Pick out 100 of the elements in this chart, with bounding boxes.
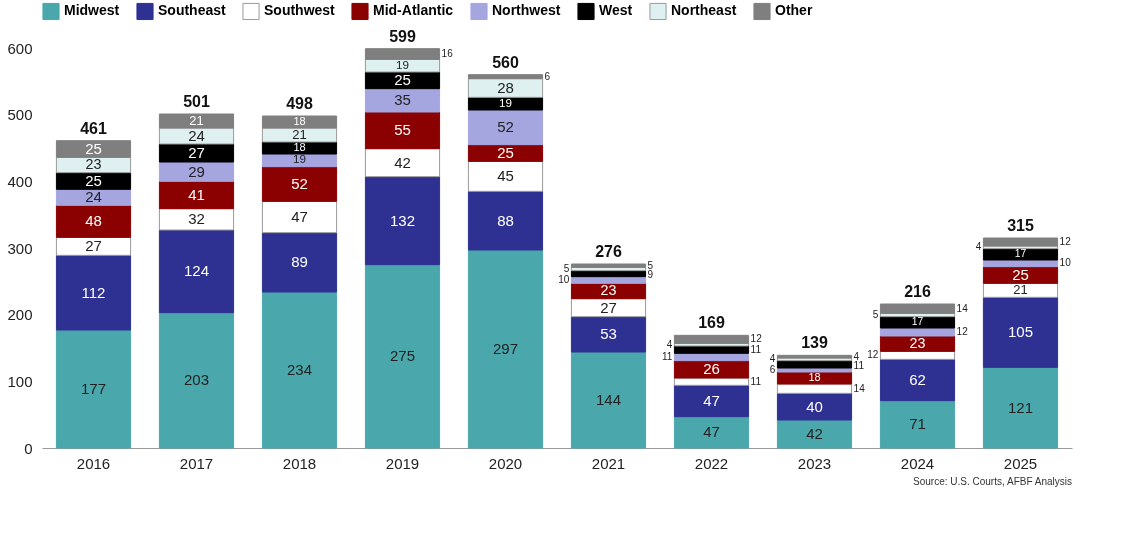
bar	[570, 351, 647, 449]
legend-label: Northwest	[492, 2, 561, 19]
bar	[467, 109, 544, 146]
data-label: 52	[497, 118, 514, 136]
total-label: 169	[698, 314, 725, 332]
y-tick-label: 0	[24, 439, 33, 457]
data-label: 71	[909, 415, 926, 433]
data-label: 121	[1007, 398, 1034, 416]
data-label: 234	[286, 361, 313, 378]
x-tick-label: 2025	[1003, 454, 1038, 472]
data-label: 55	[394, 121, 411, 139]
data-label: 12	[750, 333, 763, 345]
bar	[982, 237, 1059, 247]
data-label: 45	[497, 167, 514, 185]
data-label: 4	[975, 241, 982, 253]
source-note: Source: U.S. Courts, AFBF Analysis	[913, 476, 1072, 487]
y-tick-label: 600	[7, 39, 33, 57]
data-label: 29	[188, 162, 205, 180]
bar	[982, 248, 1059, 261]
total-label: 501	[183, 93, 210, 110]
data-label: 112	[81, 283, 106, 301]
bar	[158, 229, 235, 314]
bar	[467, 160, 544, 192]
bar	[982, 296, 1059, 368]
bar	[673, 334, 750, 344]
data-label: 105	[1007, 323, 1034, 341]
x-tick-label: 2021	[591, 454, 626, 472]
data-label: 47	[703, 392, 720, 409]
bar	[364, 88, 441, 113]
data-label: 5	[647, 259, 654, 271]
bar	[55, 204, 132, 238]
data-label: 5	[563, 263, 570, 274]
x-tick-label: 2019	[385, 454, 420, 472]
x-tick-label: 2017	[179, 454, 214, 472]
data-label: 26	[703, 360, 720, 378]
bar	[364, 148, 441, 178]
x-tick-label: 2016	[76, 454, 111, 472]
y-tick-label: 100	[7, 372, 33, 390]
data-label: 4	[769, 353, 776, 365]
bar	[879, 358, 956, 402]
bar	[776, 360, 853, 369]
data-label: 14	[853, 382, 866, 394]
data-label: 18	[808, 371, 821, 383]
data-label: 9	[647, 268, 654, 280]
data-label: 53	[600, 325, 617, 343]
y-tick-label: 300	[7, 239, 33, 257]
legend-label: Northeast	[671, 2, 737, 19]
total-label: 139	[801, 334, 828, 352]
data-label: 25	[394, 71, 411, 89]
bar	[570, 263, 647, 268]
data-label: 297	[492, 340, 519, 357]
data-label: 16	[441, 48, 454, 59]
data-label: 32	[188, 210, 205, 228]
data-label: 25	[1012, 266, 1029, 283]
legend-label: Midwest	[64, 2, 120, 19]
data-label: 144	[595, 391, 622, 408]
y-tick-label: 200	[7, 306, 33, 324]
data-label: 48	[85, 212, 102, 230]
bar	[261, 232, 338, 293]
data-label: 19	[396, 57, 409, 71]
bar	[776, 419, 853, 449]
data-label: 11	[750, 343, 762, 355]
bar	[55, 254, 132, 331]
data-label: 6	[544, 70, 551, 82]
bar	[673, 360, 750, 379]
data-label: 4	[666, 338, 673, 350]
x-tick-label: 2023	[797, 454, 832, 472]
data-label: 25	[497, 144, 514, 161]
bar	[158, 312, 235, 449]
data-label: 27	[188, 144, 205, 161]
data-label: 21	[292, 127, 307, 142]
total-label: 315	[1007, 217, 1034, 234]
bar	[467, 74, 544, 80]
data-label: 35	[394, 91, 411, 109]
data-label: 12	[867, 349, 879, 361]
bar	[261, 200, 338, 234]
bar	[879, 303, 956, 314]
data-label: 10	[558, 274, 570, 285]
data-label: 19	[499, 95, 512, 109]
data-label: 124	[183, 262, 210, 280]
x-tick-label: 2022	[694, 454, 729, 472]
legend-label: Southwest	[264, 2, 336, 19]
x-tick-label: 2024	[900, 454, 935, 472]
legend-label: West	[599, 2, 633, 19]
data-label: 18	[293, 115, 306, 127]
data-label: 10	[1059, 257, 1072, 269]
data-label: 4	[853, 350, 860, 362]
legend-label: Mid-Atlantic	[373, 2, 454, 19]
data-label: 27	[85, 237, 102, 255]
bar	[158, 113, 235, 129]
total-label: 276	[595, 243, 622, 260]
bar	[364, 48, 441, 60]
bar	[364, 111, 441, 150]
data-label: 17	[1014, 248, 1027, 260]
data-label: 19	[293, 152, 306, 166]
data-label: 12	[956, 326, 969, 337]
total-label: 461	[80, 119, 107, 137]
data-label: 88	[497, 211, 514, 229]
data-label: 23	[909, 334, 926, 351]
data-label: 177	[80, 380, 107, 397]
